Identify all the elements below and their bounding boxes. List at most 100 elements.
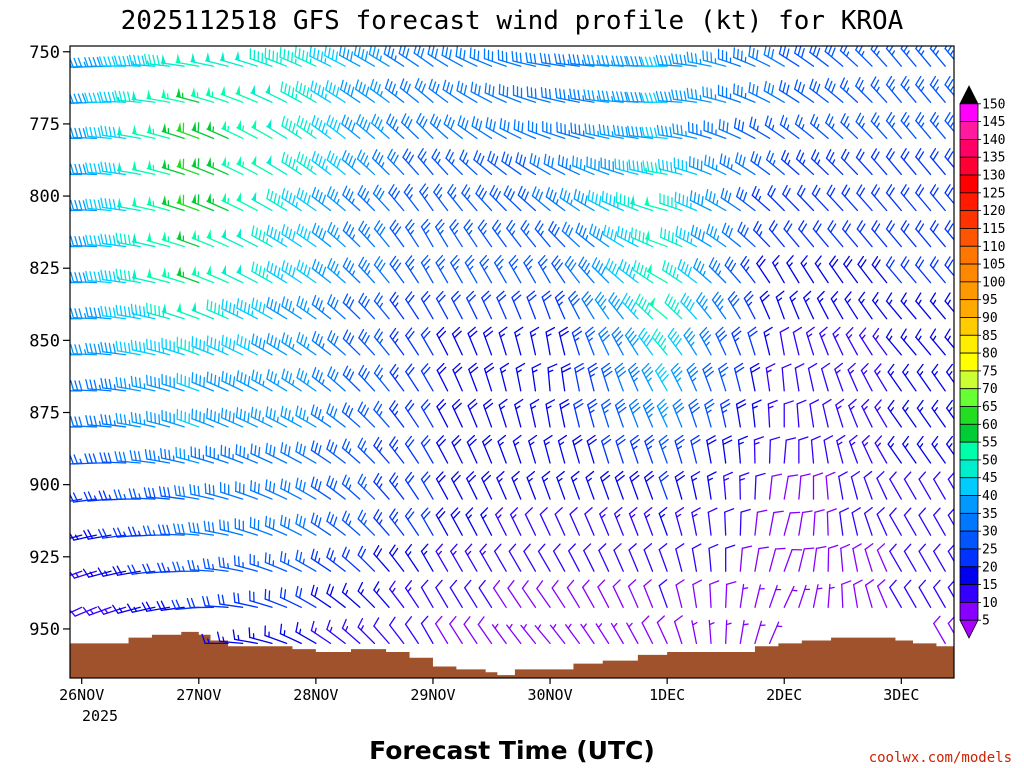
wind-barb <box>371 113 390 139</box>
wind-barb <box>204 483 229 500</box>
wind-barb <box>373 220 390 248</box>
colorbar-swatch <box>959 406 979 425</box>
wind-barb <box>85 126 112 139</box>
wind-barb <box>405 255 419 284</box>
wind-barb <box>915 148 932 176</box>
wind-barb <box>836 434 846 464</box>
wind-barb <box>591 257 610 284</box>
colorbar-label: 70 <box>982 382 998 397</box>
wind-barb <box>585 470 595 500</box>
wind-barb <box>405 291 419 320</box>
colorbar-label: 50 <box>982 453 998 468</box>
wind-barb <box>279 47 302 67</box>
wind-barb <box>798 220 815 248</box>
colorbar-label: 45 <box>982 471 998 486</box>
wind-barb <box>559 187 580 212</box>
wind-barb <box>526 290 537 320</box>
wind-barb <box>630 227 654 248</box>
wind-barb <box>751 399 762 428</box>
wind-barb <box>543 153 566 176</box>
wind-barb <box>456 80 478 103</box>
wind-barb <box>864 543 874 572</box>
wind-barb <box>389 291 405 320</box>
wind-barb <box>691 620 698 645</box>
wind-barb <box>719 153 741 176</box>
wind-barb <box>404 471 419 500</box>
wind-barb <box>861 434 873 464</box>
wind-barb <box>404 543 419 572</box>
wind-barb <box>508 543 522 572</box>
wind-barb <box>420 291 434 320</box>
wind-barb <box>723 471 734 500</box>
wind-barb <box>709 580 720 608</box>
wind-barb <box>731 326 742 356</box>
wind-barb <box>113 489 141 500</box>
wind-barb <box>481 471 493 500</box>
wind-barb <box>85 234 112 248</box>
wind-barb <box>648 297 668 320</box>
wind-barb <box>435 290 449 320</box>
wind-barb <box>236 191 258 212</box>
wind-barb <box>586 156 610 176</box>
wind-barb <box>311 186 332 212</box>
wind-barb <box>327 258 346 284</box>
wind-barb <box>734 152 756 176</box>
wind-barb <box>644 195 668 212</box>
wind-barb <box>295 80 317 103</box>
wind-barb <box>236 264 258 284</box>
wind-barb <box>266 224 288 248</box>
wind-barb <box>887 399 902 428</box>
wind-barb <box>114 55 141 67</box>
wind-barb <box>763 326 773 356</box>
wind-barb <box>840 148 859 176</box>
colorbar-label: 115 <box>982 222 1005 237</box>
wind-barb <box>251 261 273 284</box>
wind-barb <box>131 124 156 139</box>
wind-barb <box>131 232 156 248</box>
wind-barb <box>265 442 288 464</box>
wind-barb <box>674 470 685 500</box>
wind-barb <box>389 472 405 500</box>
wind-barb <box>739 620 749 645</box>
wind-barb <box>279 623 302 645</box>
wind-barb <box>764 115 785 139</box>
colorbar-label: 110 <box>982 240 1005 255</box>
wind-barb <box>428 78 449 103</box>
wind-barb <box>556 121 580 139</box>
wind-barb <box>383 46 405 67</box>
wind-barb <box>206 371 229 392</box>
wind-barb <box>498 326 508 356</box>
wind-barb <box>497 49 522 67</box>
wind-barb <box>236 298 258 320</box>
wind-barb <box>176 266 200 284</box>
wind-barb <box>638 327 654 356</box>
wind-barb <box>660 227 683 248</box>
wind-barb <box>612 579 624 608</box>
wind-barb <box>671 53 698 67</box>
wind-barb <box>436 362 449 392</box>
wind-barb <box>855 46 873 67</box>
wind-barb <box>584 326 596 356</box>
wind-barb <box>860 362 873 392</box>
colorbar-swatch <box>959 441 979 461</box>
wind-barb <box>601 398 612 428</box>
wind-barb <box>341 618 361 645</box>
wind-barb <box>658 579 668 608</box>
wind-barb <box>310 80 332 103</box>
wind-barb <box>435 615 449 645</box>
wind-barb <box>266 369 288 392</box>
wind-barb <box>435 543 449 572</box>
wind-barb <box>724 256 741 284</box>
wind-barb <box>644 230 668 248</box>
wind-barb <box>280 478 302 500</box>
wind-barb <box>514 326 524 356</box>
wind-barb <box>944 328 954 349</box>
wind-barb <box>389 544 405 572</box>
wind-barb <box>696 292 712 320</box>
wind-barb <box>541 290 552 320</box>
wind-barb <box>309 46 332 67</box>
wind-barb <box>202 558 229 572</box>
wind-barb <box>141 601 171 612</box>
wind-barb <box>399 78 419 103</box>
wind-barb <box>915 256 932 284</box>
